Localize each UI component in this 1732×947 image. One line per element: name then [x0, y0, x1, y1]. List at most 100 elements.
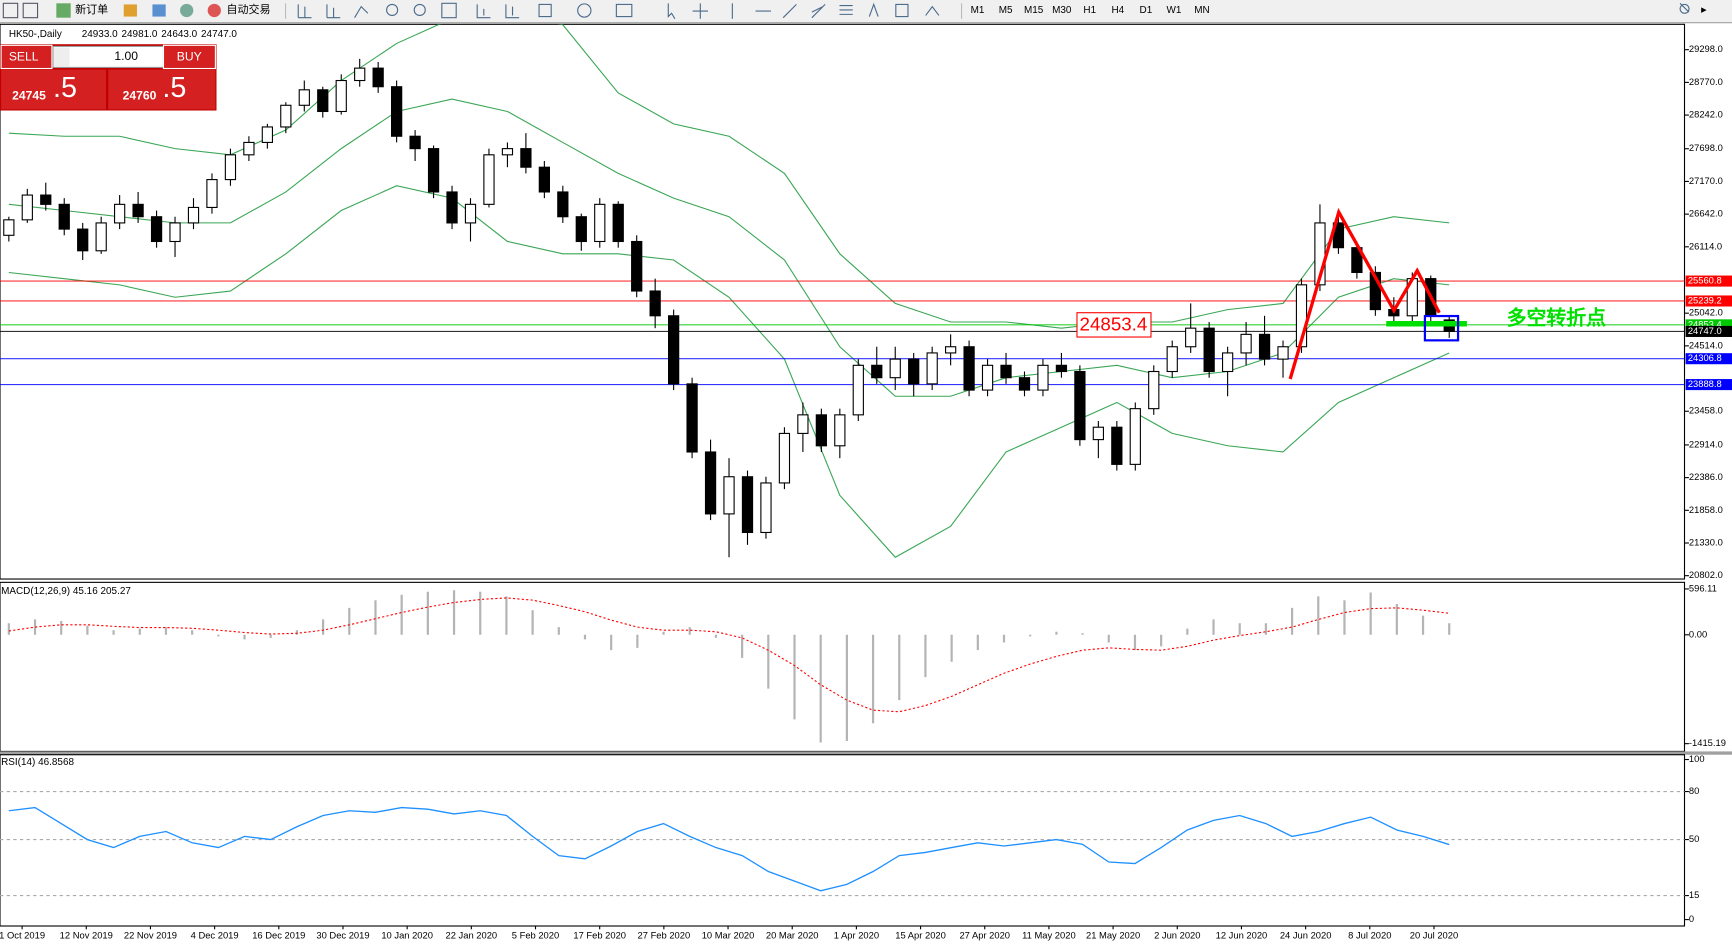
icon[interactable]: [577, 3, 592, 18]
price-label: 23888.8: [1688, 378, 1722, 389]
icon[interactable]: [2, 2, 19, 19]
candle-body: [114, 203, 126, 224]
candle-body: [1277, 346, 1289, 360]
candle-body: [963, 346, 975, 391]
price-label-bg: [1685, 353, 1732, 365]
candle-body: [261, 126, 273, 143]
icon[interactable]: [56, 3, 71, 18]
timeframe-button[interactable]: W1: [1167, 5, 1182, 16]
icon[interactable]: [692, 3, 709, 19]
candle-body: [1148, 370, 1160, 410]
timeframe-button[interactable]: MN: [1194, 5, 1209, 16]
buy-button[interactable]: [162, 44, 216, 70]
price-label: 24306.8: [1688, 352, 1722, 363]
icon[interactable]: [476, 4, 491, 19]
y-tick-label: 0: [1689, 913, 1694, 924]
sell-label[interactable]: SELL: [9, 50, 39, 64]
buy-label[interactable]: BUY: [177, 50, 202, 64]
main-plot: [0, 24, 1685, 558]
candle-body: [335, 79, 347, 113]
icon[interactable]: [297, 4, 312, 19]
sell-button[interactable]: [0, 44, 53, 70]
candle-body: [1221, 352, 1234, 373]
timeframe-button[interactable]: H4: [1111, 5, 1124, 16]
icon[interactable]: [354, 5, 369, 18]
candle-body: [169, 222, 181, 243]
icon[interactable]: [1679, 2, 1690, 14]
candle-body: [686, 383, 698, 453]
icon[interactable]: [782, 4, 797, 19]
timeframe-button[interactable]: M30: [1052, 5, 1072, 16]
x-tick-label: 1 Apr 2020: [834, 929, 879, 940]
x-tick-label: 12 Nov 2019: [60, 929, 113, 940]
price-label-bg: [1685, 275, 1732, 287]
icon[interactable]: [180, 3, 194, 18]
x-tick-label: 8 Jul 2020: [1348, 929, 1391, 940]
new-order-button[interactable]: 新订单: [75, 2, 108, 16]
timeframe-button[interactable]: H1: [1083, 5, 1096, 16]
x-tick-label: 22 Jan 2020: [446, 929, 498, 940]
drawings: 24853.4 多空转折点: [1076, 207, 1606, 380]
lot-value[interactable]: 1.00: [114, 49, 138, 63]
icon[interactable]: [895, 3, 909, 18]
icon[interactable]: [386, 3, 399, 17]
icon[interactable]: [925, 5, 940, 16]
y-tick-label: 21858.0: [1689, 504, 1723, 515]
icon[interactable]: [839, 4, 853, 15]
indicator-title: MACD(12,26,9) 45.16 205.27: [1, 586, 131, 597]
ohlc-label: 24747.0: [201, 29, 237, 40]
spin-down[interactable]: [54, 47, 70, 67]
y-tick-label: 28242.0: [1689, 109, 1723, 120]
icon[interactable]: [667, 3, 676, 20]
candle-body: [1369, 271, 1381, 311]
icon[interactable]: [811, 4, 826, 19]
candle-body: [77, 228, 89, 252]
icon[interactable]: [538, 3, 552, 18]
candle-body: [354, 67, 366, 82]
icon[interactable]: [868, 2, 879, 17]
candle-body: [704, 451, 717, 515]
x-tick-label: 10 Mar 2020: [702, 929, 755, 940]
x-tick-label: 30 Dec 2019: [316, 929, 369, 940]
auto-trade-button[interactable]: 自动交易: [226, 2, 270, 16]
icon[interactable]: [123, 4, 137, 17]
candle-body: [741, 476, 754, 534]
timeframe-button[interactable]: M5: [999, 5, 1013, 16]
candle-body: [1185, 327, 1197, 348]
candle-body: [391, 86, 403, 137]
icon[interactable]: [413, 3, 426, 17]
price-label-bg: [1685, 379, 1732, 391]
y-tick-label: 20802.0: [1689, 569, 1723, 580]
y-tick-label: 25042.0: [1689, 307, 1723, 318]
icon[interactable]: [326, 4, 341, 19]
icon[interactable]: [152, 4, 166, 17]
annotation-box: [1076, 312, 1152, 338]
candle-body: [557, 191, 569, 218]
timeframe-button[interactable]: M1: [971, 5, 985, 16]
icon[interactable]: [615, 3, 633, 18]
x-tick-label: 4 Dec 2019: [191, 929, 239, 940]
x-tick-label: 27 Apr 2020: [959, 929, 1010, 940]
candle-body: [1018, 377, 1031, 391]
icon[interactable]: [505, 4, 520, 19]
x-tick-label: 20 Mar 2020: [766, 929, 819, 940]
sell-price-box[interactable]: [1, 69, 107, 110]
candle-body: [1000, 364, 1012, 379]
icon[interactable]: [207, 3, 221, 18]
timeframe-button[interactable]: M15: [1024, 5, 1044, 16]
band-lower: [8, 185, 1450, 558]
price-label: 25239.2: [1688, 294, 1722, 305]
buy-price-box[interactable]: [108, 69, 216, 110]
icon[interactable]: [441, 2, 457, 19]
x-tick-label: 11 May 2020: [1022, 929, 1076, 940]
y-tick-label: 50: [1689, 833, 1699, 844]
buy-price-fraction: .5: [162, 72, 186, 104]
icon[interactable]: [22, 2, 39, 19]
timeframe-button[interactable]: D1: [1140, 5, 1153, 16]
y-tick-label: 26114.0: [1689, 240, 1722, 251]
y-tick-label: 22914.0: [1689, 438, 1723, 449]
icon[interactable]: ▸: [1701, 4, 1707, 16]
x-tick-label: 17 Feb 2020: [573, 929, 626, 940]
candle-body: [834, 414, 846, 447]
candle-body: [21, 194, 33, 221]
